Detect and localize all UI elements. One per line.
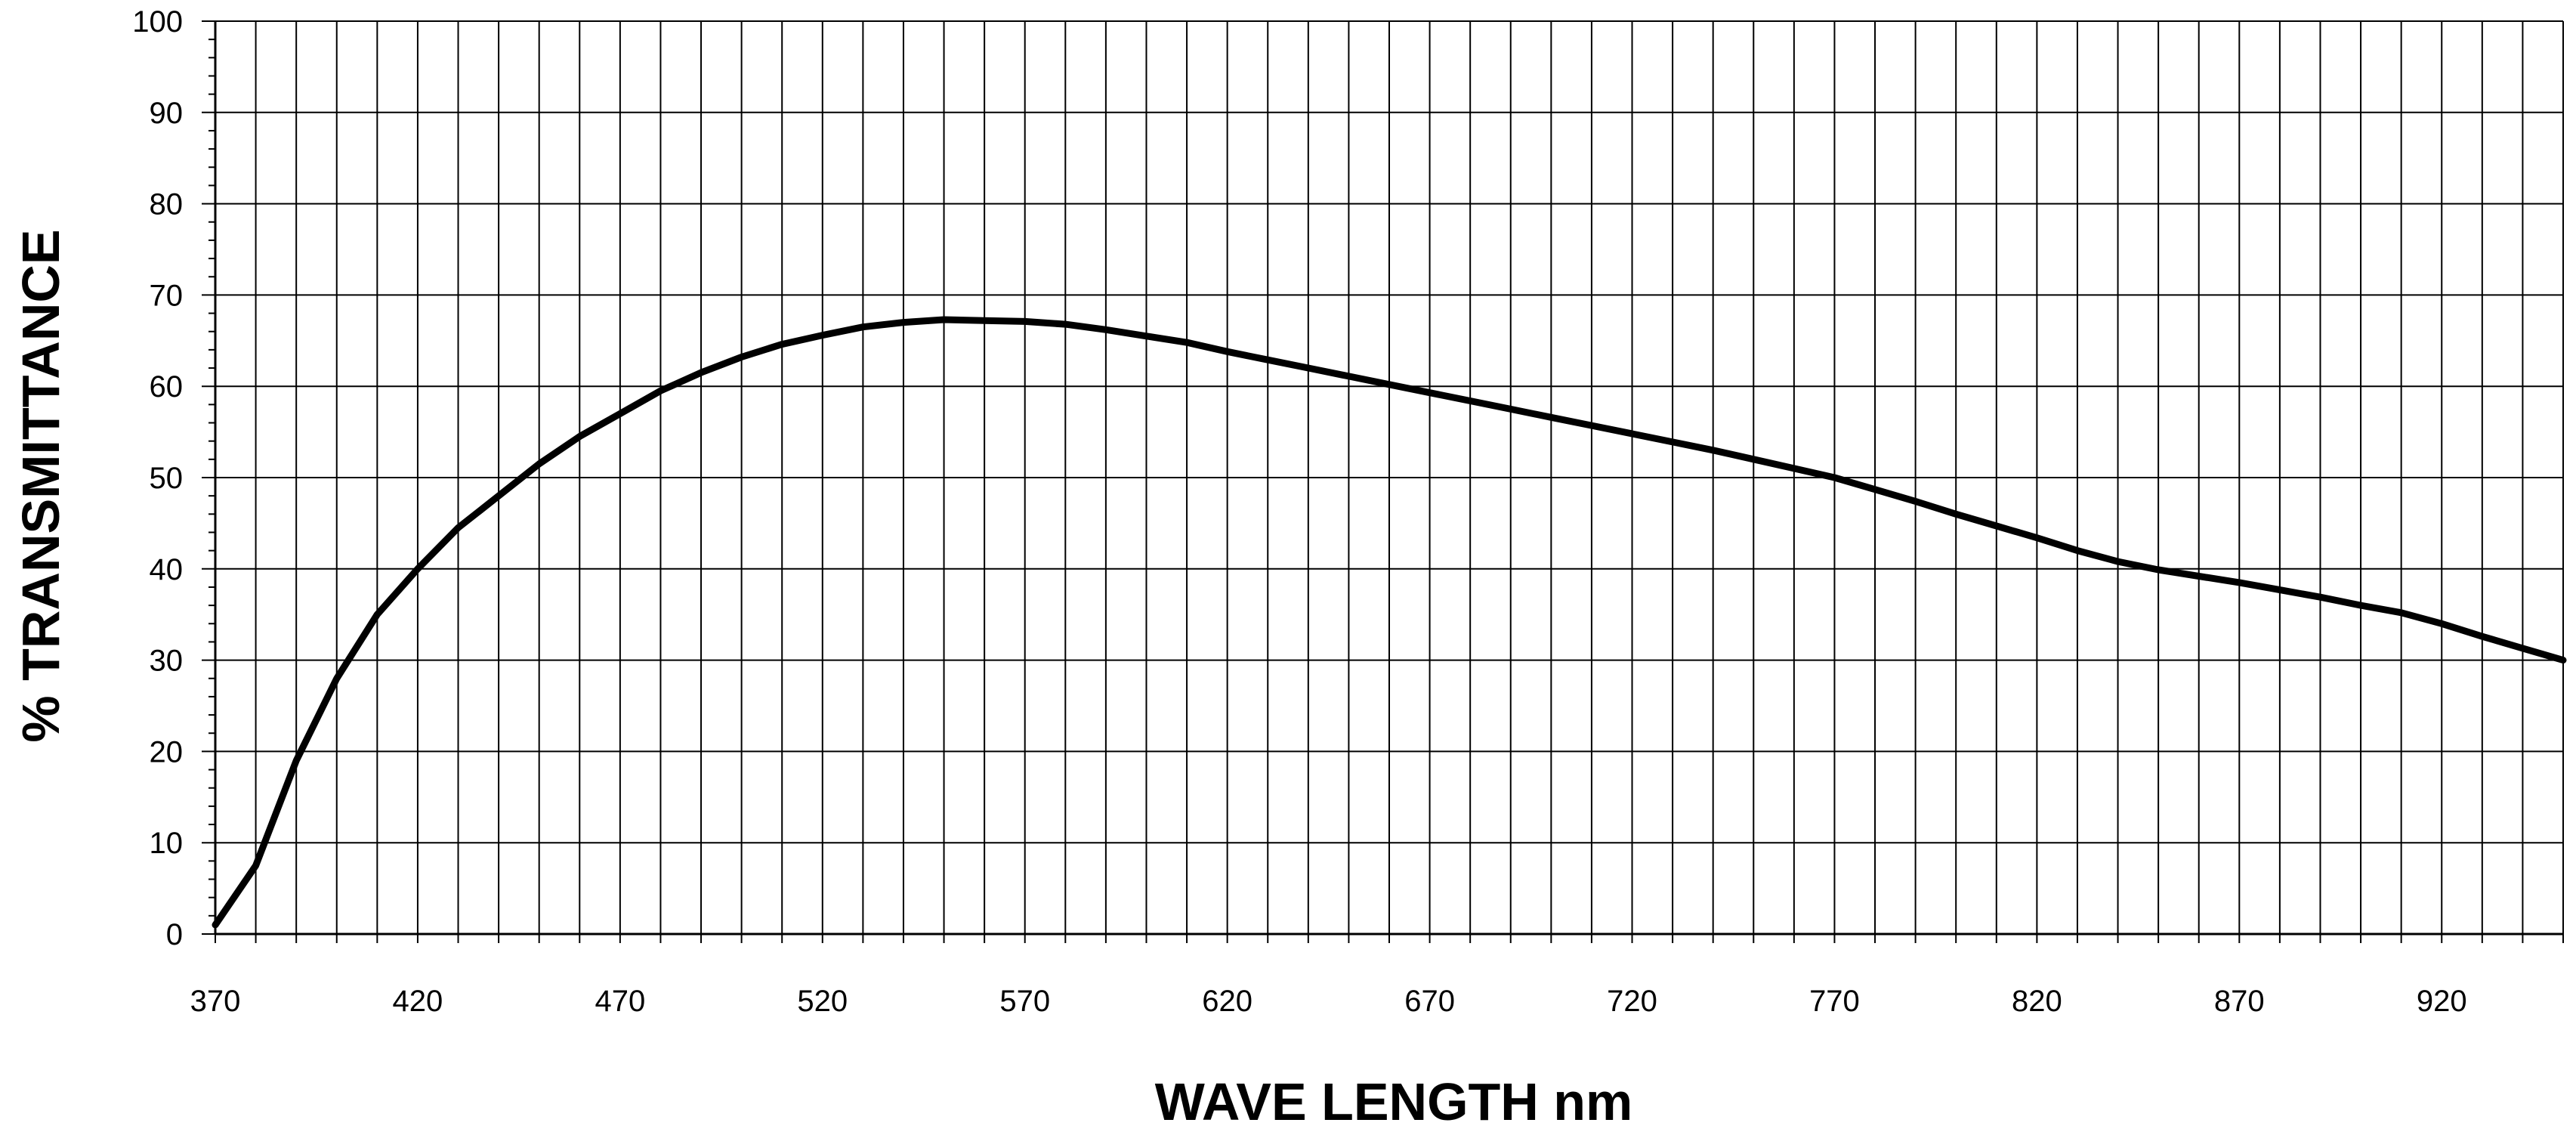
grid-layer — [202, 20, 2564, 943]
x-tick-label: 820 — [2012, 985, 2062, 1018]
y-tick-label: 80 — [150, 188, 184, 221]
y-tick-label: 90 — [150, 97, 184, 130]
transmittance-line — [212, 316, 2567, 929]
y-tick-label: 40 — [150, 553, 184, 586]
y-tick-label: 100 — [132, 5, 183, 39]
x-tick-label: 570 — [999, 985, 1050, 1018]
y-tick-label: 0 — [166, 918, 183, 951]
axis-layer — [214, 21, 2563, 936]
y-tick-label: 30 — [150, 645, 184, 678]
x-tick-label: 670 — [1404, 985, 1455, 1018]
x-tick-label: 470 — [595, 985, 645, 1018]
y-tick-label: 50 — [150, 462, 184, 495]
y-axis-title: % TRANSMITTANCE — [11, 229, 70, 742]
x-tick-label: 370 — [190, 985, 241, 1018]
x-tick-label: 720 — [1607, 985, 1657, 1018]
x-tick-label: 870 — [2214, 985, 2265, 1018]
x-tick-label: 420 — [393, 985, 443, 1018]
line-layer — [212, 316, 2567, 929]
x-tick-label: 770 — [1809, 985, 1860, 1018]
x-tick-label: 620 — [1202, 985, 1252, 1018]
label-layer: 370 420 470 520 570 620 670 720 770 820 870 920 0 10 2… — [132, 5, 2466, 1018]
y-tick-label: 60 — [150, 370, 184, 404]
x-tick-label: 920 — [2417, 985, 2467, 1018]
y-tick-label: 70 — [150, 279, 184, 312]
x-axis-title: WAVE LENGTH nm — [1155, 1072, 1633, 1128]
y-tick-label: 10 — [150, 827, 184, 860]
y-tick-label: 20 — [150, 735, 184, 769]
x-tick-label: 520 — [797, 985, 848, 1018]
